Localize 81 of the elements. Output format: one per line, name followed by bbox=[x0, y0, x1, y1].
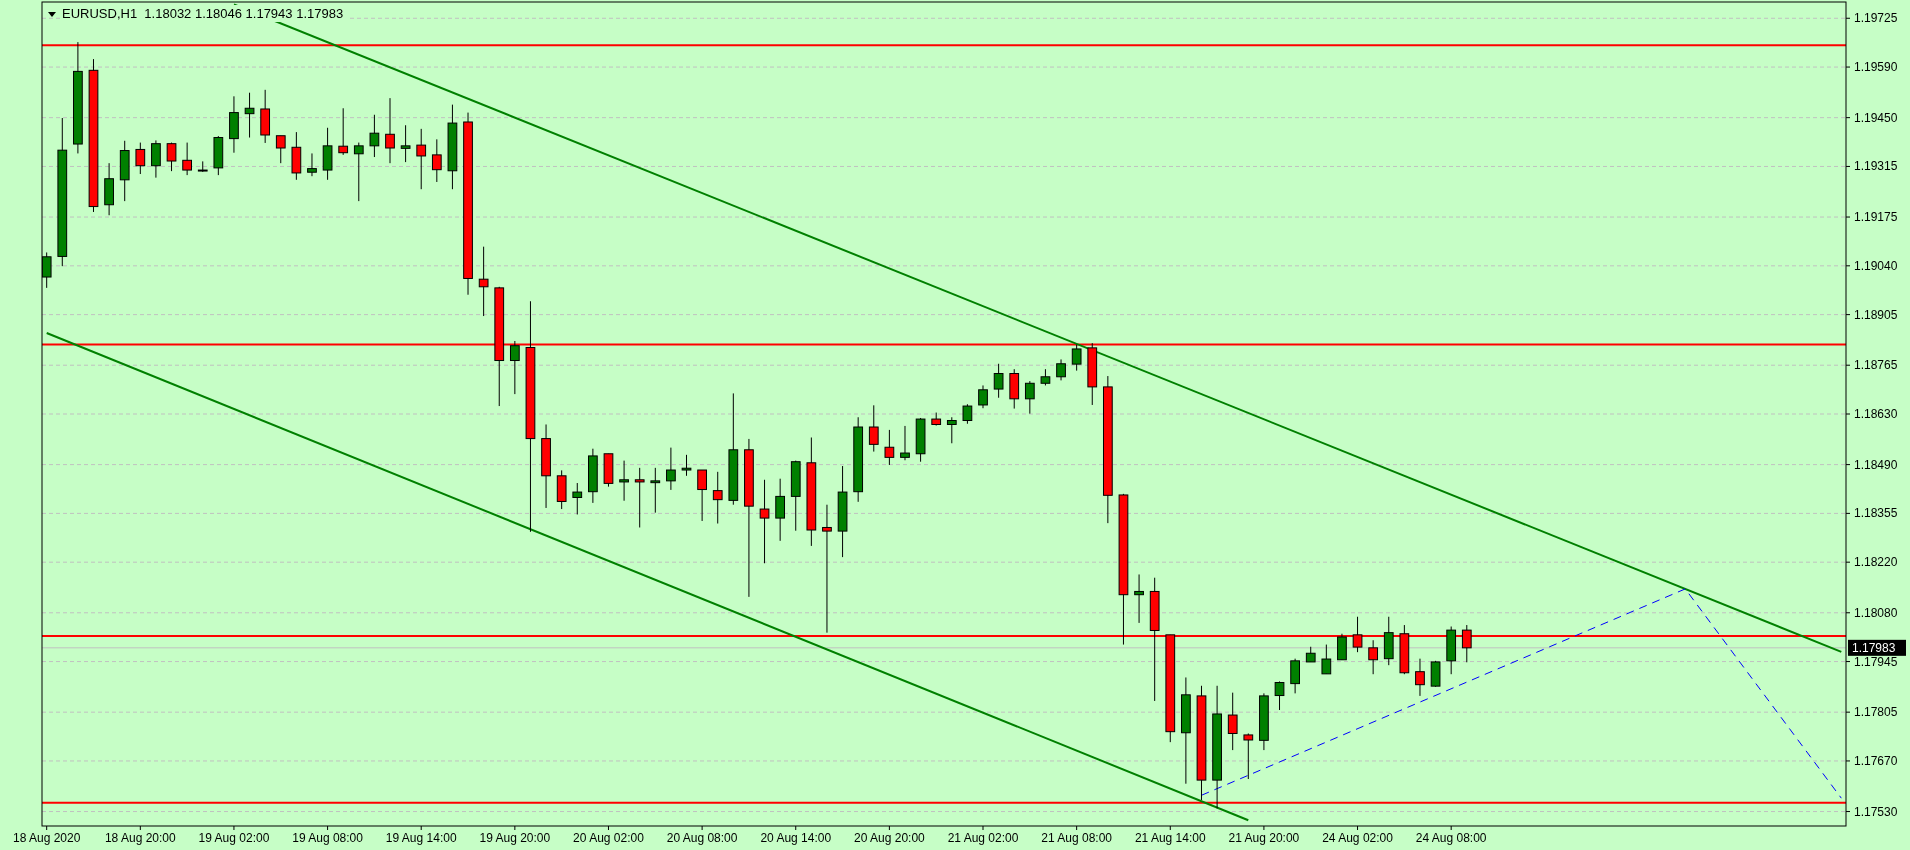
candlestick bbox=[369, 114, 380, 158]
y-tick-label: 1.19315 bbox=[1854, 159, 1898, 174]
candlestick bbox=[666, 447, 676, 491]
candlestick bbox=[1274, 680, 1285, 711]
y-tick-label: 1.18765 bbox=[1854, 358, 1898, 373]
candlestick bbox=[353, 142, 364, 202]
candlestick bbox=[1243, 732, 1254, 780]
x-tick-label: 24 Aug 08:00 bbox=[1415, 831, 1487, 845]
candlestick bbox=[166, 142, 177, 172]
y-tick-label: 1.19450 bbox=[1854, 110, 1898, 125]
x-tick-label: 19 Aug 08:00 bbox=[292, 831, 364, 845]
candlestick bbox=[900, 425, 910, 461]
y-tick-label: 1.19590 bbox=[1854, 60, 1898, 75]
x-tick-label: 24 Aug 02:00 bbox=[1322, 831, 1394, 845]
candlestick bbox=[1227, 692, 1238, 751]
candlestick bbox=[416, 128, 427, 190]
candlestick bbox=[385, 97, 395, 164]
candlestick bbox=[962, 403, 973, 425]
x-tick-label: 20 Aug 02:00 bbox=[573, 831, 645, 845]
y-tick-label: 1.18355 bbox=[1854, 506, 1898, 521]
x-tick-label: 21 Aug 08:00 bbox=[1041, 831, 1113, 845]
candlestick bbox=[478, 246, 489, 317]
x-tick-label: 18 Aug 2020 bbox=[12, 831, 81, 845]
candlestick bbox=[634, 467, 645, 528]
x-tick-label: 21 Aug 20:00 bbox=[1228, 831, 1300, 845]
candlestick bbox=[151, 139, 161, 179]
candlestick bbox=[759, 479, 770, 564]
candlestick bbox=[1321, 644, 1332, 675]
chart-title: EURUSD,H1 1.18032 1.18046 1.17943 1.17983 bbox=[62, 6, 344, 21]
x-tick-label: 20 Aug 14:00 bbox=[760, 831, 832, 845]
candlestick bbox=[1134, 573, 1144, 624]
candlestick bbox=[978, 384, 988, 409]
candlestick bbox=[1024, 380, 1035, 415]
y-tick-label: 1.18220 bbox=[1854, 555, 1898, 570]
y-tick-label: 1.17805 bbox=[1854, 705, 1898, 720]
candlestick bbox=[1290, 658, 1300, 694]
candlestick bbox=[1415, 658, 1425, 697]
candlestick bbox=[650, 467, 661, 514]
candlestick bbox=[1337, 633, 1347, 661]
y-tick-label: 1.17670 bbox=[1854, 753, 1898, 768]
y-tick-label: 1.18630 bbox=[1854, 407, 1898, 421]
y-tick-label: 1.18080 bbox=[1854, 605, 1898, 620]
candlestick bbox=[697, 469, 707, 522]
candlestick bbox=[993, 363, 1004, 399]
candlestick bbox=[135, 142, 146, 175]
candlestick bbox=[400, 124, 411, 163]
x-tick-label: 21 Aug 14:00 bbox=[1134, 831, 1206, 845]
y-tick-label: 1.18490 bbox=[1854, 457, 1898, 472]
x-tick-label: 18 Aug 20:00 bbox=[104, 831, 177, 845]
candlestick bbox=[822, 504, 832, 634]
candlestick bbox=[1368, 639, 1379, 675]
y-tick-label: 1.19175 bbox=[1854, 210, 1898, 225]
y-tick-label: 1.17945 bbox=[1854, 654, 1898, 669]
x-tick-label: 19 Aug 20:00 bbox=[479, 831, 551, 845]
candlestick bbox=[868, 404, 879, 453]
candlestick bbox=[307, 152, 317, 177]
candlestick bbox=[431, 138, 442, 183]
candlestick bbox=[946, 416, 957, 444]
candlestick bbox=[681, 454, 692, 477]
candlestick bbox=[572, 482, 583, 515]
candlestick bbox=[509, 340, 520, 395]
candlestick bbox=[1056, 358, 1066, 381]
x-tick-label: 20 Aug 08:00 bbox=[666, 831, 738, 845]
candlestick bbox=[712, 471, 723, 525]
ref-line-label: 1.17983 bbox=[1852, 640, 1896, 655]
candlestick bbox=[244, 92, 255, 139]
candlestick bbox=[619, 460, 629, 502]
candlestick bbox=[338, 107, 349, 156]
y-tick-label: 1.17530 bbox=[1854, 804, 1898, 819]
x-tick-label: 19 Aug 02:00 bbox=[198, 831, 270, 845]
y-tick-label: 1.18905 bbox=[1854, 307, 1898, 322]
candlestick bbox=[182, 142, 192, 176]
candlestick bbox=[775, 478, 786, 542]
x-tick-label: 21 Aug 02:00 bbox=[947, 831, 1019, 845]
y-tick-label: 1.19040 bbox=[1854, 258, 1898, 273]
y-tick-label: 1.19725 bbox=[1854, 11, 1898, 26]
x-tick-label: 19 Aug 14:00 bbox=[385, 831, 457, 845]
x-tick-label: 20 Aug 20:00 bbox=[854, 831, 926, 845]
candlestick bbox=[275, 135, 286, 164]
candlestick bbox=[1071, 344, 1082, 372]
candlestick bbox=[884, 429, 895, 466]
